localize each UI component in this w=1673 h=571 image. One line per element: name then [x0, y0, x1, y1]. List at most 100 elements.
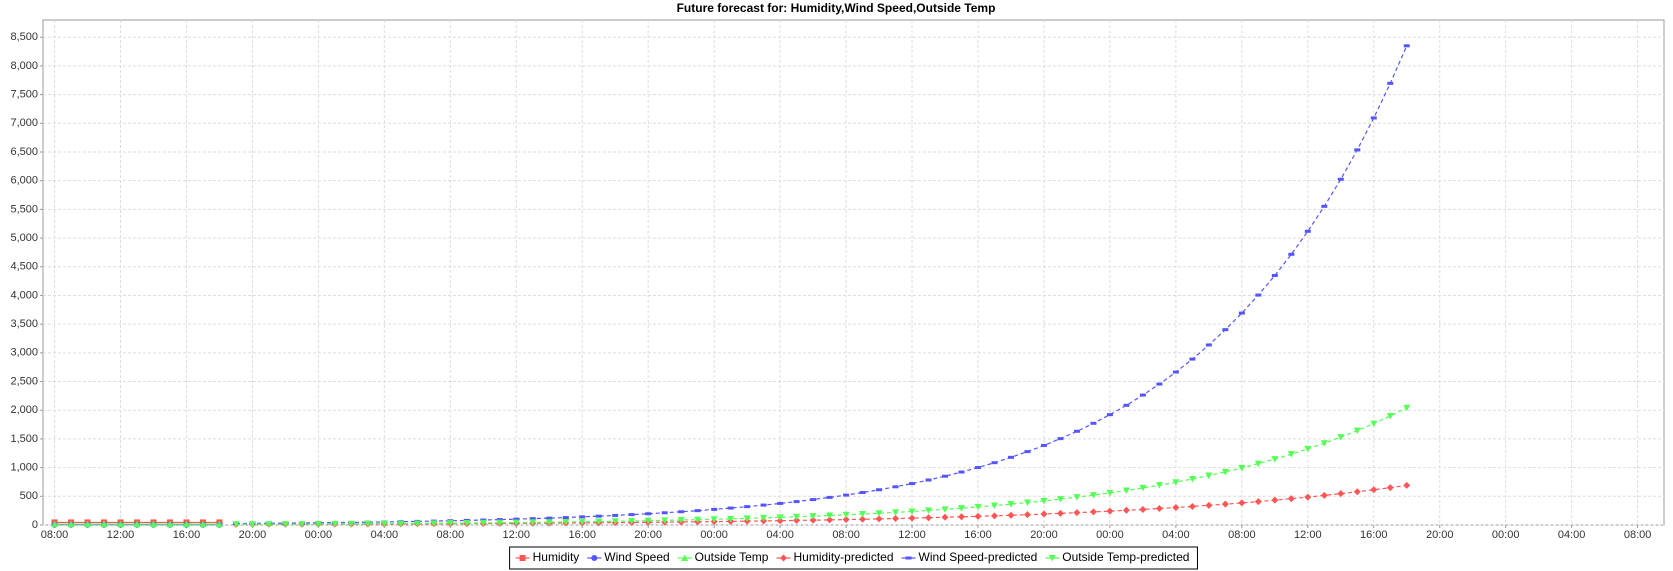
marker [826, 495, 833, 499]
x-tick-label: 20:00 [634, 529, 662, 541]
marker [1386, 484, 1394, 492]
x-tick-label: 08:00 [41, 529, 69, 541]
marker [463, 520, 471, 527]
marker [1221, 468, 1229, 476]
marker [694, 516, 702, 524]
marker [545, 519, 553, 526]
marker [1156, 382, 1163, 386]
legend-label: Humidity [533, 550, 580, 564]
marker [591, 555, 598, 561]
marker [925, 478, 932, 482]
marker [727, 506, 734, 510]
marker [1304, 229, 1311, 233]
marker [908, 508, 916, 515]
marker [628, 517, 636, 525]
marker [843, 493, 850, 497]
marker [117, 520, 125, 528]
marker [496, 519, 504, 527]
marker [925, 507, 933, 514]
marker [628, 513, 635, 517]
marker [100, 520, 108, 528]
marker [727, 515, 735, 523]
marker [958, 470, 965, 474]
marker [1370, 116, 1377, 120]
x-tick-label: 20:00 [239, 529, 267, 541]
marker [1354, 148, 1361, 152]
marker [133, 520, 141, 528]
marker [1271, 456, 1279, 463]
y-tick-label: 7,000 [10, 117, 38, 129]
legend-item: Humidity-predicted [776, 550, 894, 564]
x-tick-label: 08:00 [437, 529, 465, 541]
y-tick-label: 8,000 [10, 60, 38, 72]
marker [941, 506, 949, 513]
chart-title: Future forecast for: Humidity,Wind Speed… [677, 1, 996, 15]
marker [1370, 486, 1378, 494]
y-tick-label: 4,500 [10, 261, 38, 273]
marker [842, 516, 850, 524]
marker [1205, 343, 1212, 347]
marker [974, 503, 982, 511]
marker [529, 519, 537, 526]
marker [661, 517, 669, 524]
marker [842, 511, 850, 519]
marker [859, 515, 867, 523]
marker [232, 521, 240, 528]
x-tick-label: 12:00 [898, 529, 926, 541]
x-tick-label: 08:00 [1228, 529, 1256, 541]
marker [1040, 510, 1048, 518]
y-tick-label: 2,500 [10, 375, 38, 387]
y-tick-label: 1,000 [10, 462, 38, 474]
x-tick-label: 16:00 [568, 529, 596, 541]
marker [1205, 501, 1213, 509]
legend-item: Wind Speed [587, 550, 670, 564]
x-tick-label: 08:00 [832, 529, 860, 541]
marker [496, 518, 503, 522]
marker [909, 482, 916, 486]
marker [512, 519, 520, 527]
marker [892, 485, 899, 489]
marker [479, 519, 487, 527]
marker [1238, 311, 1245, 315]
marker [1073, 494, 1081, 501]
y-tick-label: 5,000 [10, 232, 38, 244]
y-tick-label: 6,000 [10, 175, 38, 187]
x-tick-label: 08:00 [1624, 529, 1652, 541]
marker [579, 515, 586, 519]
marker [1089, 508, 1097, 516]
x-tick-label: 20:00 [1030, 529, 1058, 541]
marker [1287, 495, 1295, 503]
y-tick-label: 6,500 [10, 146, 38, 158]
marker [248, 521, 256, 528]
marker [876, 488, 883, 492]
marker [1271, 496, 1279, 504]
marker [1221, 500, 1229, 508]
marker [1238, 464, 1246, 472]
marker [347, 520, 355, 528]
x-tick-label: 16:00 [173, 529, 201, 541]
marker [166, 520, 174, 528]
legend-item: Outside Temp-predicted [1045, 550, 1189, 564]
x-tick-label: 00:00 [305, 529, 333, 541]
marker [513, 517, 520, 521]
x-tick-label: 04:00 [1162, 529, 1190, 541]
legend-label: Wind Speed-predicted [919, 550, 1038, 564]
marker [942, 474, 949, 478]
marker [990, 512, 998, 520]
marker [446, 520, 454, 527]
marker [941, 513, 949, 521]
marker [710, 516, 718, 523]
x-tick-label: 04:00 [371, 529, 399, 541]
marker [612, 513, 619, 517]
marker [645, 512, 652, 516]
marker [562, 516, 569, 520]
marker [1048, 555, 1056, 562]
marker [1320, 440, 1328, 447]
marker [694, 509, 701, 513]
marker [529, 517, 536, 521]
marker [51, 520, 59, 528]
marker [681, 554, 689, 561]
y-tick-label: 8,500 [10, 31, 38, 43]
marker [1090, 421, 1097, 425]
